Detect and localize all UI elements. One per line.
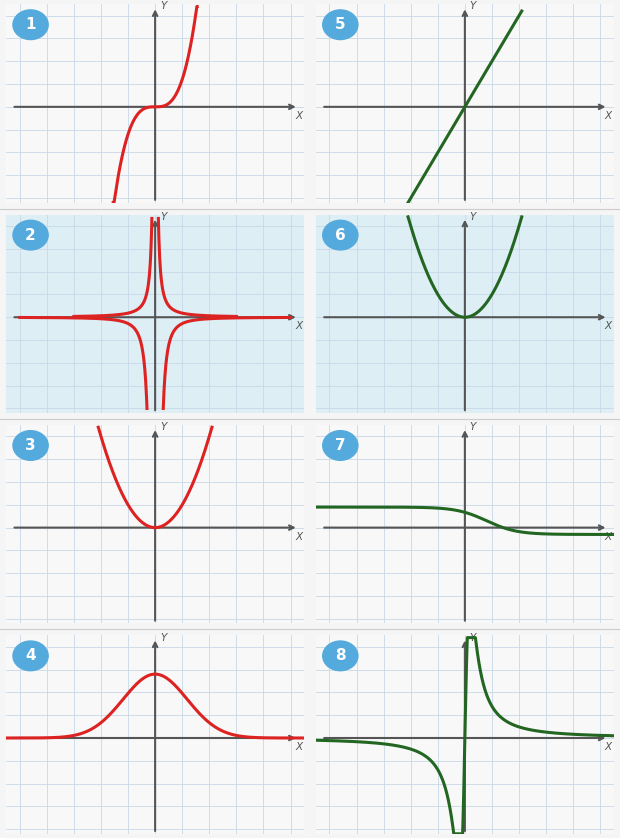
Text: X: X bbox=[295, 111, 302, 121]
Circle shape bbox=[323, 220, 358, 250]
Text: 2: 2 bbox=[25, 228, 36, 243]
Text: X: X bbox=[605, 742, 612, 753]
Text: Y: Y bbox=[160, 2, 166, 12]
Circle shape bbox=[323, 10, 358, 39]
Text: Y: Y bbox=[470, 422, 476, 432]
Text: 7: 7 bbox=[335, 438, 345, 453]
Text: Y: Y bbox=[470, 212, 476, 222]
Text: 8: 8 bbox=[335, 649, 345, 664]
Text: X: X bbox=[605, 111, 612, 121]
Text: 5: 5 bbox=[335, 18, 345, 32]
Circle shape bbox=[13, 641, 48, 670]
Text: 1: 1 bbox=[25, 18, 36, 32]
Text: 3: 3 bbox=[25, 438, 36, 453]
Text: X: X bbox=[605, 321, 612, 331]
Text: Y: Y bbox=[470, 633, 476, 643]
Circle shape bbox=[13, 10, 48, 39]
Text: 6: 6 bbox=[335, 228, 346, 243]
Text: Y: Y bbox=[160, 212, 166, 222]
Circle shape bbox=[13, 220, 48, 250]
Circle shape bbox=[323, 431, 358, 460]
Text: Y: Y bbox=[160, 422, 166, 432]
Text: Y: Y bbox=[160, 633, 166, 643]
Text: Y: Y bbox=[470, 2, 476, 12]
Text: X: X bbox=[295, 532, 302, 541]
Text: X: X bbox=[295, 321, 302, 331]
Circle shape bbox=[13, 431, 48, 460]
Text: X: X bbox=[295, 742, 302, 753]
Text: 4: 4 bbox=[25, 649, 36, 664]
Text: X: X bbox=[605, 532, 612, 541]
Circle shape bbox=[323, 641, 358, 670]
